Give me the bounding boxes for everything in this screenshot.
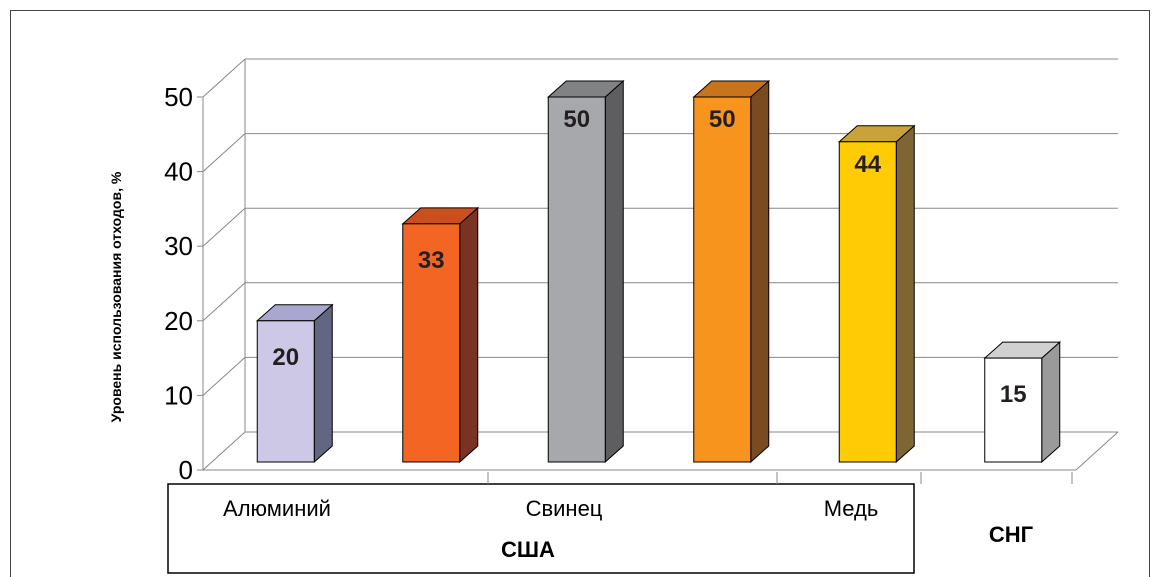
category-label-lead: Свинец	[526, 496, 603, 521]
bar	[693, 96, 752, 463]
bar-side	[604, 79, 624, 464]
gridline-depth	[202, 133, 246, 172]
group-label-usa: США	[501, 537, 555, 562]
grid-layer	[197, 58, 1119, 471]
y-tick-label: 20	[164, 306, 193, 336]
y-tick-label: 40	[164, 157, 193, 187]
bar-side	[1041, 340, 1061, 464]
bar-group: 33	[401, 206, 480, 464]
bar-side	[750, 79, 770, 464]
y-tick-label: 10	[164, 380, 193, 410]
floor-right-edge	[1075, 431, 1119, 471]
bar	[256, 320, 315, 463]
bar-data-label: 44	[854, 151, 881, 178]
gridline-depth	[202, 357, 246, 396]
bar	[838, 141, 897, 463]
category-labels: Алюминий Свинец Медь США СНГ	[167, 472, 1073, 574]
bar-data-label: 33	[418, 247, 445, 274]
bar-data-label: 50	[563, 106, 590, 133]
bar	[402, 223, 461, 463]
gridline-depth	[202, 282, 246, 322]
bar-side	[459, 206, 479, 464]
bar-data-label: 20	[272, 344, 299, 371]
gridline-depth	[202, 207, 246, 247]
bar	[984, 357, 1043, 463]
bar-data-label: 50	[709, 106, 736, 133]
category-label-aluminium: Алюминий	[223, 496, 331, 521]
y-tick-label: 50	[164, 82, 193, 112]
group-label-cis: СНГ	[989, 522, 1034, 547]
bar-group: 50	[692, 79, 771, 464]
gridline-depth	[202, 58, 246, 98]
bar	[547, 96, 606, 463]
y-tick-labels: 0 10 20 30 40 50	[164, 82, 193, 485]
gridline-depth	[202, 431, 246, 471]
bar-group: 44	[837, 124, 916, 464]
category-label-copper: Медь	[824, 496, 879, 521]
usa-group-box	[167, 483, 915, 574]
y-tick-label: 0	[179, 455, 193, 485]
chart-frame	[10, 10, 1150, 577]
y-tick-label: 30	[164, 231, 193, 261]
bar-side	[895, 124, 915, 464]
bar-group: 15	[983, 340, 1062, 464]
bar-group: 20	[255, 303, 334, 464]
bar-layer: 20 33 50 50 44 15	[255, 79, 1062, 464]
y-axis-label: Уровень использования отходов, %	[108, 171, 124, 422]
bar-side	[313, 303, 333, 464]
bar-data-label: 15	[1000, 381, 1027, 408]
bar-group: 50	[546, 79, 625, 464]
